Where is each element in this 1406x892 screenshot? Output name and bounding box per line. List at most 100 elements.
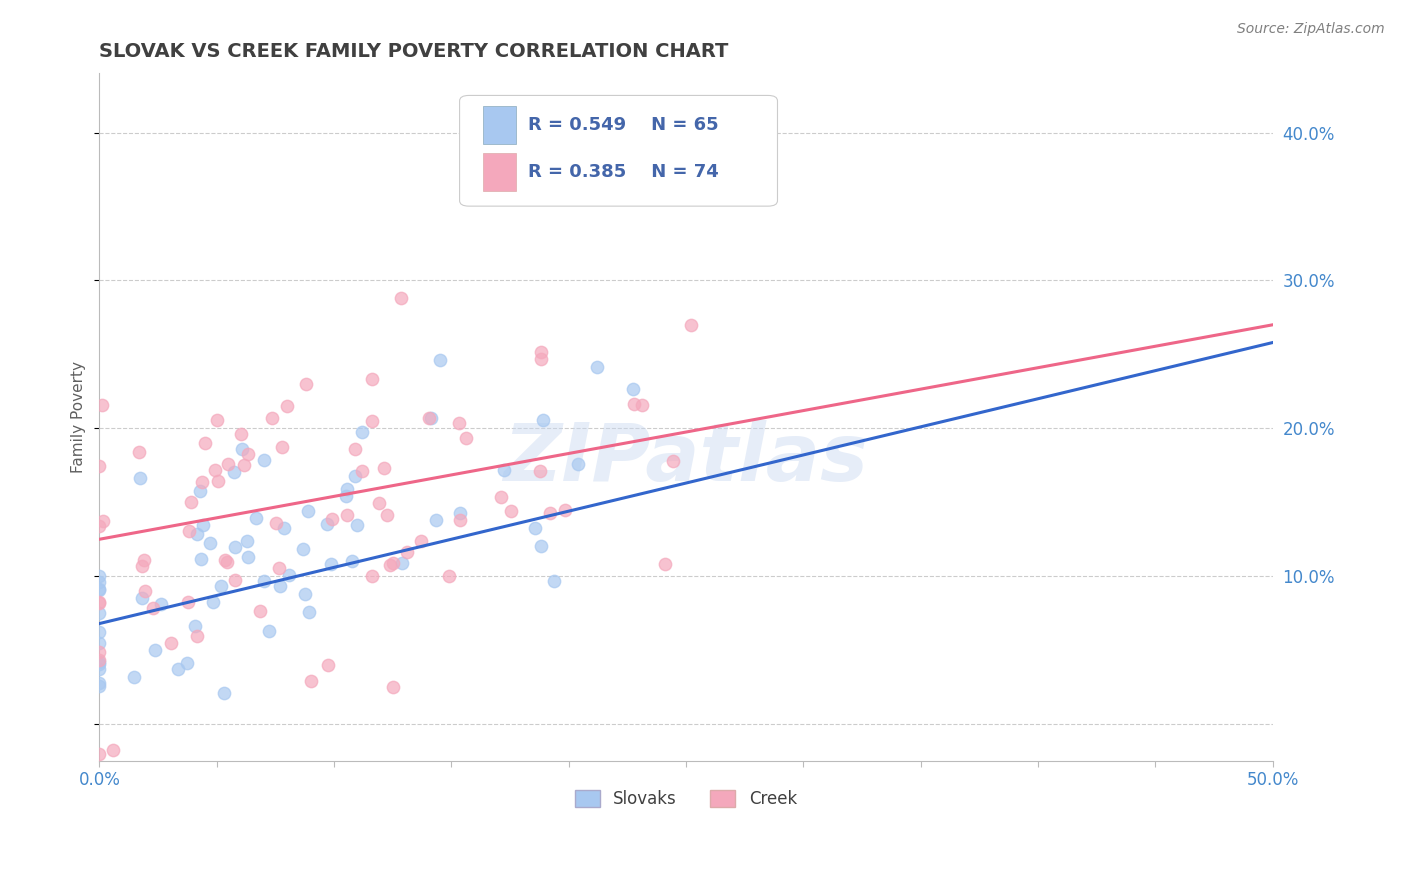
Point xyxy=(231,426,253,441)
Point xyxy=(180,495,202,509)
Point xyxy=(191,475,214,490)
Point xyxy=(122,670,145,684)
Text: R = 0.549    N = 65: R = 0.549 N = 65 xyxy=(527,116,718,134)
Point xyxy=(409,533,432,548)
Point xyxy=(204,463,226,477)
Point xyxy=(89,596,111,610)
Point xyxy=(396,544,419,558)
Point xyxy=(129,471,152,485)
Point xyxy=(368,496,391,510)
Point xyxy=(134,583,156,598)
FancyBboxPatch shape xyxy=(484,153,516,191)
Text: ZIPatlas: ZIPatlas xyxy=(503,419,869,498)
Point xyxy=(554,503,576,517)
Point xyxy=(623,397,645,411)
Point xyxy=(389,291,412,305)
Point xyxy=(91,397,114,411)
Point xyxy=(186,526,208,541)
Point xyxy=(89,676,111,690)
Point xyxy=(176,595,198,609)
Point xyxy=(190,552,212,566)
Point xyxy=(89,655,111,669)
Point xyxy=(419,411,441,425)
Point xyxy=(336,508,359,523)
Point xyxy=(529,464,551,478)
Point xyxy=(346,518,368,533)
Point xyxy=(198,536,221,550)
Point xyxy=(425,513,447,527)
Point xyxy=(343,468,366,483)
Point xyxy=(299,673,322,688)
Point xyxy=(231,442,253,456)
Text: R = 0.385    N = 74: R = 0.385 N = 74 xyxy=(527,162,718,181)
Point xyxy=(373,461,395,475)
Point xyxy=(294,587,316,601)
Point xyxy=(454,431,477,445)
Point xyxy=(89,657,111,672)
Point xyxy=(382,557,405,571)
Point xyxy=(291,542,314,557)
Y-axis label: Family Poverty: Family Poverty xyxy=(72,361,86,474)
Point xyxy=(224,573,246,587)
Point xyxy=(278,568,301,582)
Point xyxy=(378,558,401,573)
Point xyxy=(319,557,342,571)
Point xyxy=(238,447,260,461)
Point xyxy=(207,475,229,489)
Point xyxy=(89,625,111,640)
Point xyxy=(269,579,291,593)
Point xyxy=(267,560,290,574)
Point xyxy=(343,442,366,457)
Point xyxy=(191,517,214,532)
FancyBboxPatch shape xyxy=(460,95,778,206)
Point xyxy=(205,413,228,427)
Point xyxy=(89,519,111,533)
Point xyxy=(321,512,343,526)
Point xyxy=(89,653,111,667)
Point xyxy=(429,352,451,367)
Point xyxy=(361,414,384,428)
Point xyxy=(361,372,384,386)
Point xyxy=(149,597,172,611)
Point xyxy=(89,582,111,596)
Point xyxy=(295,376,318,391)
Point xyxy=(447,416,470,430)
Point xyxy=(177,524,200,539)
Point xyxy=(449,513,471,527)
Point xyxy=(91,514,114,528)
Point xyxy=(350,464,373,478)
Point xyxy=(654,557,676,571)
Point xyxy=(184,619,207,633)
Point xyxy=(224,540,246,554)
Point xyxy=(266,516,288,531)
Point xyxy=(492,462,515,476)
Point xyxy=(101,743,124,757)
Point xyxy=(188,483,211,498)
Point xyxy=(159,636,181,650)
Point xyxy=(132,553,155,567)
Point xyxy=(201,595,224,609)
Point xyxy=(586,359,609,374)
Point xyxy=(217,457,239,471)
Point xyxy=(529,352,551,367)
Point xyxy=(131,591,153,606)
Point xyxy=(143,642,166,657)
Text: SLOVAK VS CREEK FAMILY POVERTY CORRELATION CHART: SLOVAK VS CREEK FAMILY POVERTY CORRELATI… xyxy=(100,42,728,61)
Point xyxy=(297,504,319,518)
Point xyxy=(89,645,111,659)
Point xyxy=(236,534,259,549)
Point xyxy=(335,489,357,503)
Point xyxy=(89,607,111,621)
Point xyxy=(316,657,339,672)
Point xyxy=(89,582,111,597)
Point xyxy=(621,382,644,396)
Point xyxy=(249,604,271,618)
Point xyxy=(271,440,294,454)
Point xyxy=(661,454,683,468)
Point xyxy=(128,445,150,459)
Point xyxy=(449,506,471,520)
Point xyxy=(186,629,208,643)
Point xyxy=(381,680,404,694)
Point xyxy=(236,549,259,564)
Point xyxy=(538,506,561,520)
